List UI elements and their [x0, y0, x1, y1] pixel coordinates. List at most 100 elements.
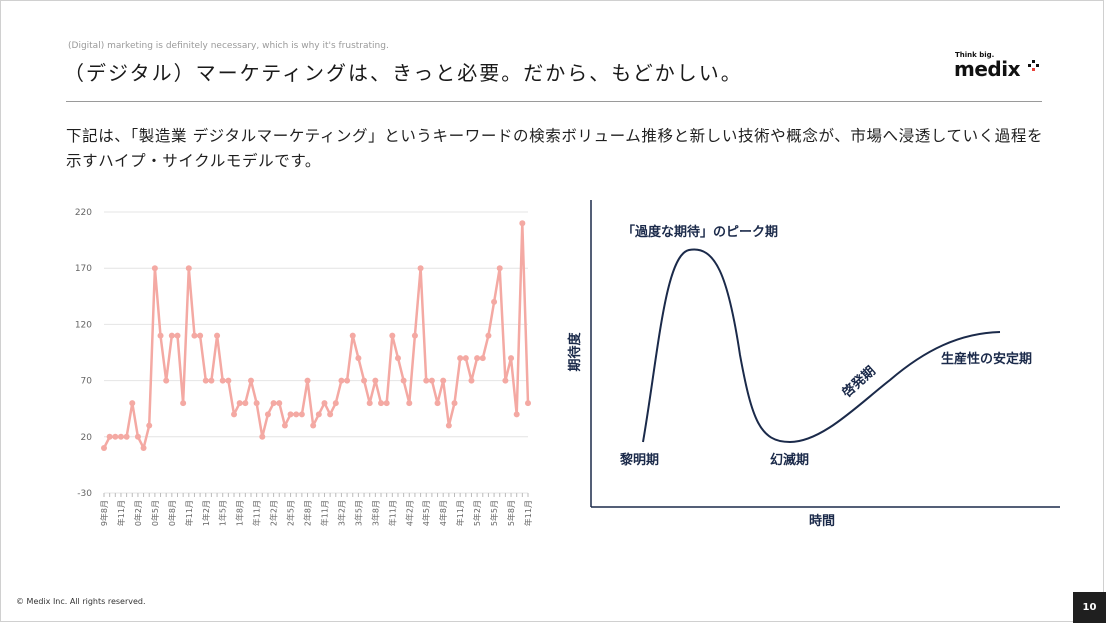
- data-point: [491, 298, 498, 305]
- data-point: [366, 400, 373, 407]
- data-point: [174, 332, 181, 339]
- data-point: [394, 355, 401, 362]
- data-point: [157, 332, 164, 339]
- x-tick-label: 2022年11月: [319, 500, 329, 526]
- logo-wordmark: medix: [954, 57, 1020, 81]
- data-point: [508, 355, 515, 362]
- y-tick-label: 20: [81, 433, 93, 443]
- data-point: [338, 377, 345, 384]
- data-point: [253, 400, 260, 407]
- data-point: [372, 377, 379, 384]
- data-point: [457, 355, 464, 362]
- data-point: [445, 422, 452, 429]
- data-point: [134, 433, 141, 440]
- data-point: [383, 400, 390, 407]
- data-point: [214, 332, 221, 339]
- x-tick-label: 2021年11月: [252, 500, 262, 526]
- data-point: [440, 377, 447, 384]
- data-point: [202, 377, 209, 384]
- data-point: [270, 400, 277, 407]
- data-point: [304, 377, 311, 384]
- x-tick-label: 2025年2月: [472, 500, 482, 526]
- data-point: [231, 411, 238, 418]
- x-tick-label: 2022年2月: [269, 500, 279, 526]
- data-point: [197, 332, 204, 339]
- data-point: [112, 433, 119, 440]
- data-point: [462, 355, 469, 362]
- x-tick-label: 2020年5月: [150, 500, 160, 526]
- phase-trough-label: 幻滅期: [770, 452, 809, 468]
- data-point: [468, 377, 475, 384]
- page-number: 10: [1073, 592, 1106, 623]
- phase-peak-label: 「過度な期待」のピーク期: [622, 224, 778, 240]
- y-tick-label: 170: [75, 264, 92, 274]
- slide-subtitle: (Digital) marketing is definitely necess…: [68, 41, 389, 51]
- data-point: [315, 411, 322, 418]
- hype-curve: [642, 248, 1001, 444]
- slide-title: （デジタル）マーケティングは、きっと必要。だから、もどかしい。: [64, 61, 743, 85]
- x-tick-label: 2021年8月: [235, 500, 245, 526]
- x-tick-label: 2024年2月: [404, 500, 414, 526]
- data-point: [123, 433, 130, 440]
- x-tick-label: 2020年2月: [133, 500, 143, 526]
- data-point: [417, 265, 424, 272]
- data-point: [389, 332, 396, 339]
- title-divider: [66, 101, 1042, 102]
- data-point: [293, 411, 300, 418]
- data-point: [185, 265, 192, 272]
- data-point: [101, 445, 107, 452]
- x-tick-label: 2023年8月: [370, 500, 380, 526]
- data-point: [479, 355, 486, 362]
- x-tick-label: 2024年11月: [455, 500, 465, 526]
- search-volume-chart: -30 20 70 120 170 220 2019年8月 2019年11月 2020年2月 20…: [75, 208, 533, 526]
- data-point: [281, 422, 288, 429]
- x-tick-label: 2023年11月: [387, 500, 397, 526]
- data-point: [191, 332, 198, 339]
- x-tick-label: 2022年5月: [286, 500, 296, 526]
- data-point: [259, 433, 266, 440]
- data-point: [168, 332, 175, 339]
- data-point: [264, 411, 271, 418]
- logo-pixel-icon: [1028, 60, 1039, 71]
- x-tick-label: 2024年8月: [438, 500, 448, 526]
- data-point: [146, 422, 153, 429]
- data-point: [428, 377, 435, 384]
- data-point: [474, 355, 481, 362]
- data-point: [502, 377, 509, 384]
- data-point: [332, 400, 339, 407]
- data-point: [208, 377, 215, 384]
- x-tick-label: 2022年8月: [303, 500, 313, 526]
- data-point: [310, 422, 317, 429]
- data-point: [525, 400, 531, 407]
- x-tick-label: 2023年5月: [353, 500, 363, 526]
- x-tick-label: 2020年8月: [167, 500, 177, 526]
- hype-x-axis-label: 時間: [809, 513, 835, 529]
- phase-trigger-label: 黎明期: [620, 452, 659, 468]
- copyright-footer: © Medix Inc. All rights reserved.: [16, 597, 146, 606]
- data-point: [451, 400, 458, 407]
- slide-description: 下記は、「製造業 デジタルマーケティング」というキーワードの検索ボリューム推移と…: [66, 127, 1044, 170]
- x-tick-label: 2023年2月: [336, 500, 346, 526]
- data-point: [349, 332, 356, 339]
- x-tick-label: 2025年8月: [506, 500, 516, 526]
- logo-tagline: Think big.: [955, 51, 995, 59]
- x-tick-label: 2019年11月: [116, 500, 126, 526]
- medix-logo: Think big. medix: [954, 51, 1044, 85]
- data-point: [496, 265, 503, 272]
- x-tick-label: 2020年11月: [184, 500, 194, 526]
- data-point: [513, 411, 520, 418]
- phase-plateau-label: 生産性の安定期: [941, 351, 1032, 367]
- data-point: [423, 377, 430, 384]
- data-point: [321, 400, 328, 407]
- data-point: [344, 377, 351, 384]
- x-tick-label: 2021年5月: [218, 500, 228, 526]
- y-tick-label: -30: [77, 489, 92, 499]
- data-point: [180, 400, 187, 407]
- data-point: [225, 377, 232, 384]
- data-point: [129, 400, 136, 407]
- data-point: [247, 377, 254, 384]
- data-point: [411, 332, 418, 339]
- x-tick-label: 2025年5月: [489, 500, 499, 526]
- data-point: [378, 400, 385, 407]
